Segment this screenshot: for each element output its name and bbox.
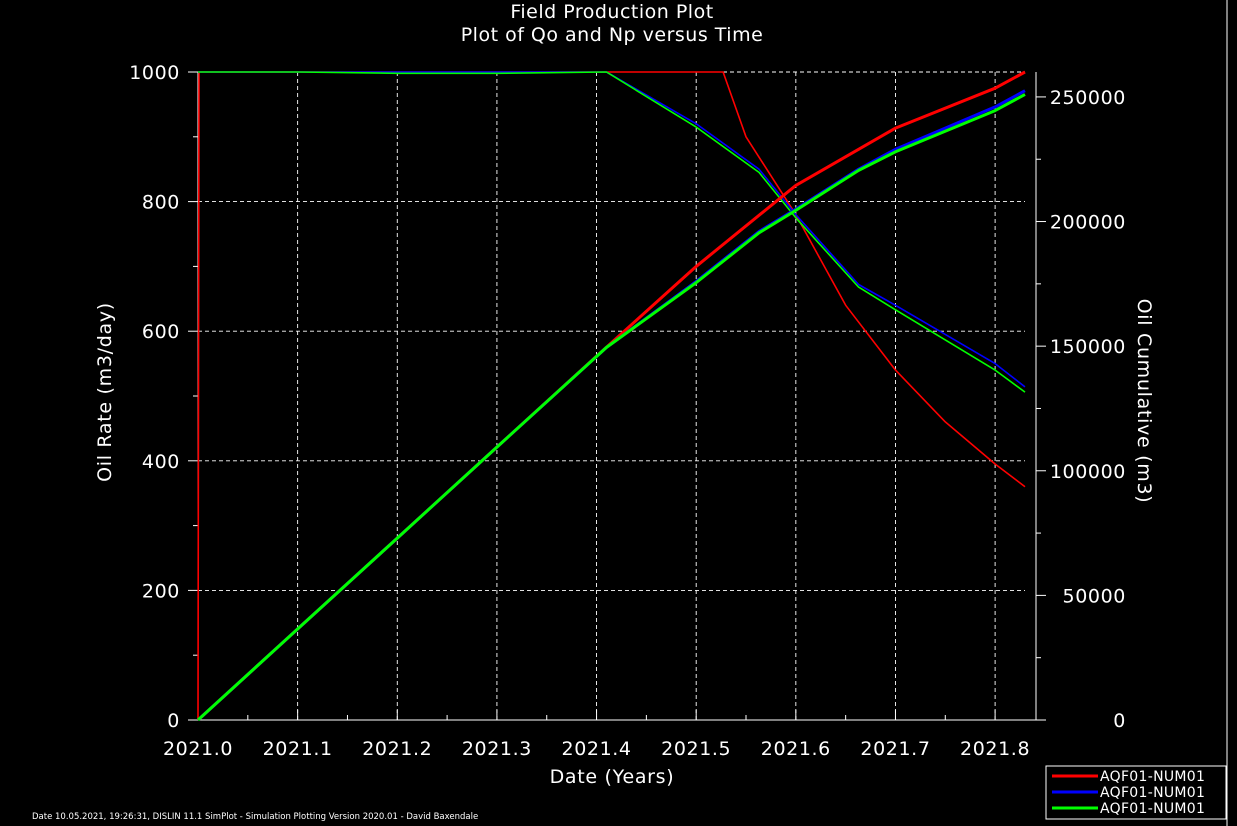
y-tick-label: 400 xyxy=(142,451,180,473)
footer-info: Date 10.05.2021, 19:26:31, DISLIN 11.1 S… xyxy=(32,812,478,822)
y2-tick-label: 50000 xyxy=(1063,585,1126,607)
x-tick-label: 2021.3 xyxy=(462,738,532,760)
y2-tick-label: 200000 xyxy=(1050,212,1126,234)
series-lines xyxy=(196,70,1026,722)
y-tick-label: 200 xyxy=(142,580,180,602)
x-tick-label: 2021.5 xyxy=(661,738,731,760)
legend-label-red: AQF01-NUM01 xyxy=(1100,769,1205,785)
y2-axis-title: Oil Cumulative (m3) xyxy=(1133,299,1155,504)
x-tick-label: 2021.0 xyxy=(163,738,233,760)
legend-label-blue: AQF01-NUM01 xyxy=(1100,785,1205,801)
y-tick-label: 600 xyxy=(142,321,180,343)
chart-subtitle: Plot of Qo and Np versus Time xyxy=(461,24,764,46)
series-line-1 xyxy=(198,71,1026,388)
axes xyxy=(188,71,1046,721)
x-tick-label: 2021.6 xyxy=(761,738,831,760)
chart-title: Field Production Plot xyxy=(510,1,713,23)
legend: AQF01-NUM01 AQF01-NUM01 AQF01-NUM01 xyxy=(1045,765,1227,820)
series-line-0 xyxy=(197,71,1026,721)
y-axis-title: Oil Rate (m3/day) xyxy=(94,302,116,482)
y-tick-label: 800 xyxy=(142,192,180,214)
y2-tick-label: 250000 xyxy=(1050,87,1126,109)
series-line-5 xyxy=(196,93,1026,722)
y2-tick-label: 150000 xyxy=(1050,336,1126,358)
series-line-3 xyxy=(196,70,1026,722)
x-tick-label: 2021.8 xyxy=(960,738,1030,760)
y2-tick-labels: 0 50000 100000 150000 200000 250000 xyxy=(1050,87,1126,732)
series-line-2 xyxy=(198,71,1026,393)
x-tick-labels: 2021.0 2021.1 2021.2 2021.3 2021.4 2021.5 2021… xyxy=(163,738,1030,760)
legend-label-green: AQF01-NUM01 xyxy=(1100,801,1205,817)
x-tick-label: 2021.1 xyxy=(263,738,333,760)
series-line-4 xyxy=(196,89,1026,722)
x-tick-label: 2021.2 xyxy=(362,738,432,760)
grid xyxy=(198,71,1025,720)
x-tick-label: 2021.4 xyxy=(562,738,632,760)
y-tick-label: 0 xyxy=(167,710,180,732)
y-tick-labels: 0 200 400 600 800 1000 xyxy=(129,62,180,732)
y-tick-label: 1000 xyxy=(129,62,180,84)
y2-tick-label: 0 xyxy=(1113,710,1126,732)
y2-tick-label: 100000 xyxy=(1050,461,1126,483)
x-axis-title: Date (Years) xyxy=(550,766,675,788)
x-tick-label: 2021.7 xyxy=(860,738,930,760)
